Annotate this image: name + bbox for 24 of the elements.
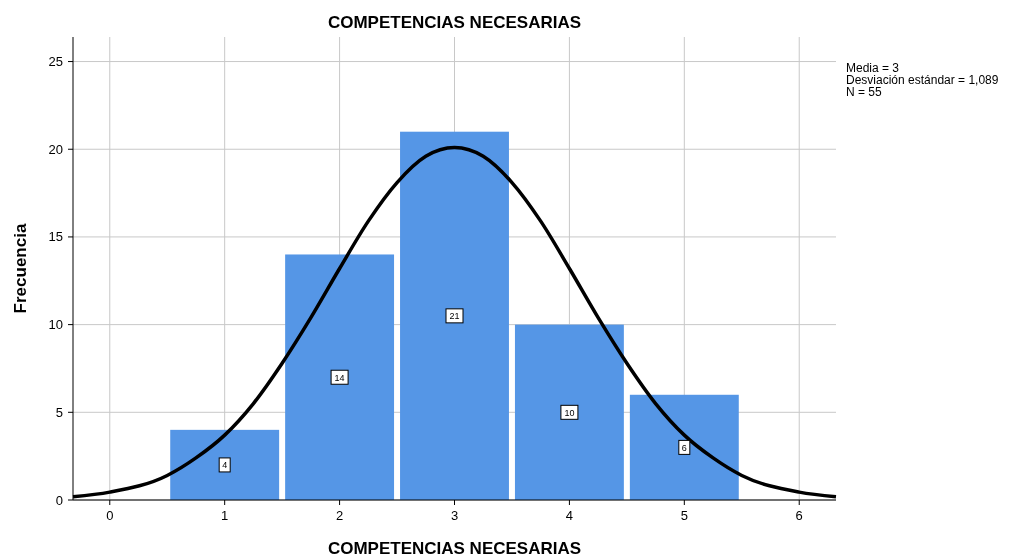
y-tick-label: 20: [48, 141, 63, 157]
x-tick-label: 6: [795, 508, 803, 523]
data-label: 14: [334, 372, 345, 383]
y-tick-label: 25: [48, 54, 63, 70]
x-tick-label: 4: [565, 508, 574, 523]
y-tick-label: 0: [55, 492, 63, 508]
x-tick-label: 3: [450, 508, 459, 523]
x-tick-label: 1: [221, 508, 229, 523]
y-tick-label: 5: [55, 404, 63, 420]
y-tick-label: 15: [48, 229, 63, 245]
text: Desviación estándar = 1,089: [846, 73, 999, 87]
x-axis-title: COMPETENCIAS NECESARIAS: [327, 539, 582, 556]
data-label: 21: [449, 311, 460, 322]
y-tick-label: 10: [48, 317, 63, 333]
y-axis-title: Frecuencia: [11, 223, 30, 314]
chart-title: COMPETENCIAS NECESARIAS: [327, 13, 582, 32]
text: N = 55: [846, 85, 883, 99]
x-tick-label: 0: [106, 508, 114, 523]
data-label: 6: [681, 442, 687, 453]
x-tick-label: 2: [335, 508, 344, 523]
x-tick-label: 5: [680, 508, 688, 523]
text: Media = 3: [846, 61, 900, 75]
data-label: 10: [564, 407, 575, 418]
data-label: 4: [222, 460, 228, 471]
